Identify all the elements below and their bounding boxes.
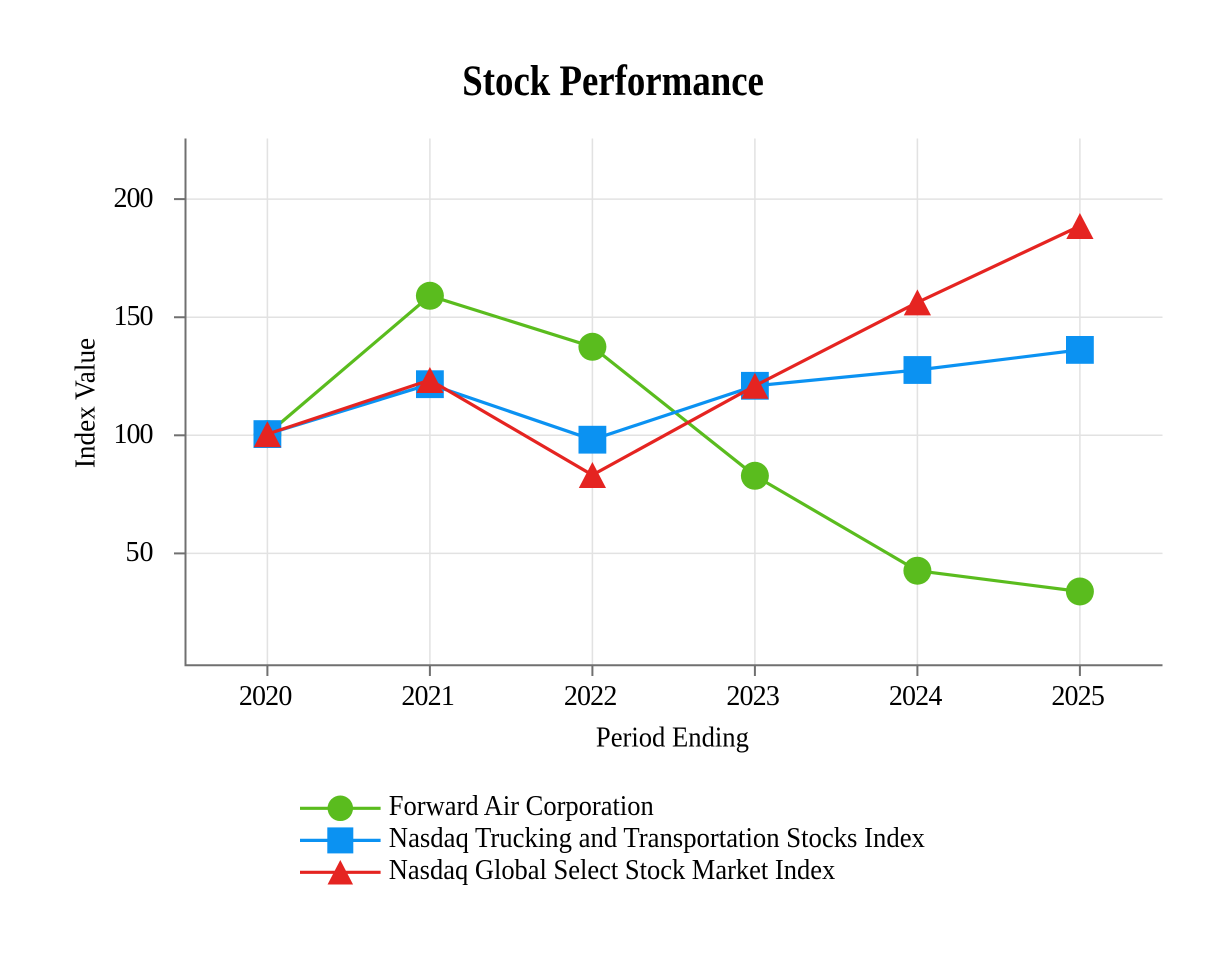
svg-text:Period Ending: Period Ending bbox=[596, 723, 749, 754]
svg-text:2022: 2022 bbox=[564, 681, 618, 712]
svg-text:Nasdaq Trucking and Transporta: Nasdaq Trucking and Transportation Stock… bbox=[389, 823, 925, 854]
svg-text:Forward Air Corporation: Forward Air Corporation bbox=[389, 791, 654, 822]
svg-text:2023: 2023 bbox=[726, 681, 780, 712]
svg-text:100: 100 bbox=[114, 419, 154, 450]
svg-text:2024: 2024 bbox=[889, 681, 943, 712]
svg-text:50: 50 bbox=[126, 537, 154, 568]
svg-text:Index Value: Index Value bbox=[71, 338, 102, 468]
svg-text:Nasdaq Global Select Stock Mar: Nasdaq Global Select Stock Market Index bbox=[389, 855, 835, 886]
svg-text:2020: 2020 bbox=[239, 681, 293, 712]
svg-text:150: 150 bbox=[114, 301, 154, 332]
svg-text:200: 200 bbox=[114, 183, 154, 214]
svg-text:2025: 2025 bbox=[1051, 681, 1105, 712]
svg-text:Stock Performance: Stock Performance bbox=[462, 58, 764, 105]
svg-text:2021: 2021 bbox=[401, 681, 455, 712]
